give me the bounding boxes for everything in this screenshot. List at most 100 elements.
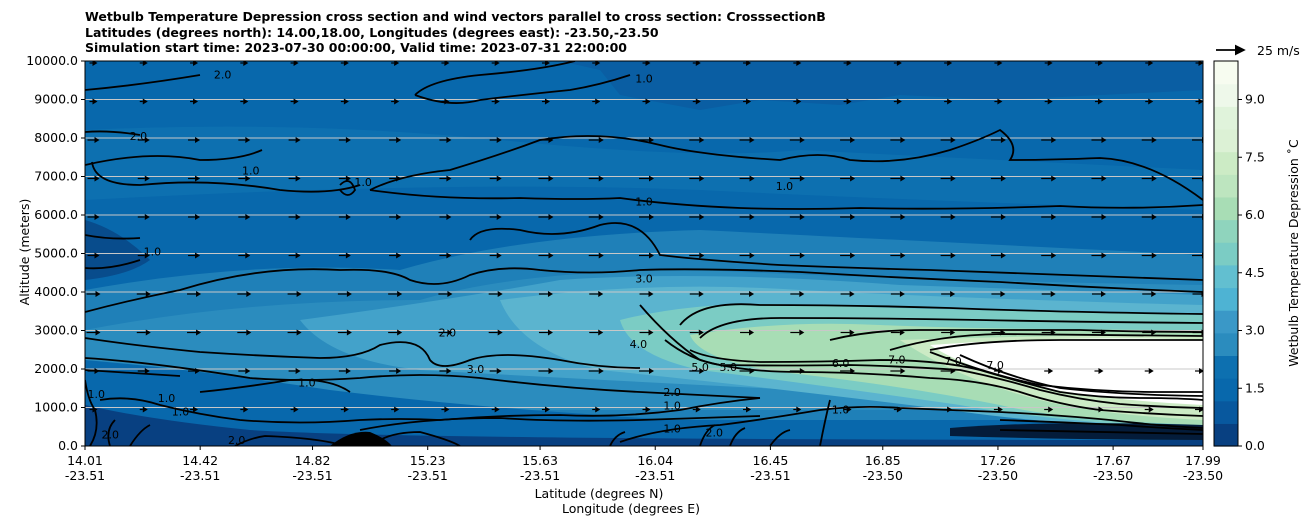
wind-vector-head — [1101, 214, 1107, 220]
x-tick-label-lon: -23.51 — [408, 468, 448, 483]
wind-vector-head — [598, 214, 604, 220]
wind-vector-head — [1199, 368, 1203, 374]
wind-vector-head — [950, 291, 956, 297]
wind-vector-head — [699, 252, 705, 259]
wind-vector-head — [293, 406, 299, 413]
wind-vector-head — [746, 98, 752, 105]
wind-vector-head — [245, 137, 251, 143]
wind-vector-head — [1050, 291, 1056, 297]
wind-vector-head — [193, 61, 199, 66]
x-tick-label-lat: 17.26 — [980, 453, 1016, 468]
contour-label: 3.0 — [635, 272, 653, 285]
wind-vector-head — [343, 98, 349, 105]
wind-vector-head — [92, 98, 98, 105]
wind-vector-head — [649, 137, 654, 143]
wind-vector-head — [295, 137, 301, 143]
colorbar: 0.0 1.5 3.0 4.5 6.0 7.5 9.0 — [1213, 60, 1265, 453]
wind-vector-head — [799, 214, 805, 220]
wind-vector-head — [799, 291, 805, 297]
wind-vector-head — [850, 252, 856, 259]
wind-vector-head — [598, 175, 604, 182]
wind-vector-head — [1201, 291, 1203, 297]
wind-vector-head — [950, 214, 956, 220]
wind-vector-head — [900, 175, 906, 182]
x-tick-label-lat: 17.67 — [1095, 453, 1131, 468]
wind-vector-head — [396, 368, 402, 374]
wind-vector-head — [749, 252, 755, 259]
x-axis-label-line1: Latitude (degrees N) — [535, 486, 664, 501]
wind-vector-head — [92, 61, 98, 66]
y-tick-label: 8000.0 — [34, 130, 78, 145]
contour-label: 1.0 — [242, 165, 260, 178]
wind-vector-head — [444, 61, 450, 66]
wind-vector-head — [645, 61, 651, 66]
colorbar-band — [1214, 400, 1238, 424]
wind-vector-head — [900, 368, 906, 374]
wind-vector-head — [950, 329, 956, 336]
wind-vector-head — [496, 214, 502, 220]
colorbar-tick-label: 6.0 — [1245, 207, 1265, 222]
colorbar-band — [1214, 287, 1238, 311]
wind-vector-head — [246, 329, 252, 336]
quiver-key-label: 25 m/s — [1257, 43, 1300, 58]
wind-vector-head — [145, 291, 151, 297]
contour-label: 2.0 — [439, 326, 457, 339]
wind-vector-head — [196, 329, 202, 336]
contour-label: 1.0 — [663, 400, 681, 413]
colorbar-band — [1214, 106, 1238, 130]
wind-vector-head — [345, 137, 351, 143]
wind-vector-head — [94, 175, 100, 182]
wind-vector-head — [749, 368, 755, 374]
wind-vector-head — [1000, 137, 1006, 143]
wind-vector-head — [896, 406, 902, 413]
wind-vector-head — [1000, 214, 1006, 220]
y-tick-label: 9000.0 — [34, 92, 78, 107]
wind-vector-head — [293, 61, 299, 66]
wind-vector-head — [1148, 98, 1154, 105]
wind-vector-head — [947, 61, 953, 66]
wind-vector-head — [144, 214, 150, 220]
wind-vector-head — [494, 61, 500, 66]
wind-vector-head — [346, 291, 352, 297]
x-axis-label-line2: Longitude (degrees E) — [562, 501, 700, 516]
wind-vector-head — [544, 406, 550, 413]
x-tick-label-lon: -23.51 — [520, 468, 560, 483]
contour-label: 1.0 — [663, 423, 681, 436]
wind-vector-head — [548, 214, 554, 220]
y-tick-label: 6000.0 — [34, 207, 78, 222]
wind-vector-head — [746, 61, 752, 66]
contour-label: 6.0 — [832, 357, 850, 370]
colorbar-band — [1214, 196, 1238, 221]
wind-vector-head — [296, 291, 302, 297]
wind-vector-head — [900, 137, 906, 143]
wind-vector-head — [497, 329, 503, 336]
contour-label: 1.0 — [354, 176, 372, 189]
wind-vector-head — [1101, 252, 1107, 259]
colorbar-band — [1214, 423, 1238, 447]
y-tick-label: 10000.0 — [26, 53, 78, 68]
wind-vector-head — [245, 368, 251, 374]
wind-vector-head — [849, 329, 855, 336]
wind-vector-head — [1097, 98, 1103, 105]
wind-vector-head — [649, 175, 654, 182]
wind-vectors — [86, 61, 1203, 413]
x-axis-ticks: 14.01-23.5114.42-23.5114.82-23.5115.23-2… — [65, 446, 1223, 483]
x-tick-label-lon: -23.50 — [1093, 468, 1133, 483]
contour-label: 2.0 — [130, 130, 148, 143]
wind-vector-head — [144, 137, 150, 143]
wind-vector-head — [850, 214, 856, 220]
colorbar-label: Wetbulb Temperature Depression ˚C — [1286, 139, 1301, 367]
wind-vector-head — [699, 214, 705, 220]
wind-vector-head — [1148, 406, 1154, 413]
wind-vector-head — [243, 61, 249, 66]
wind-vector-head — [1048, 406, 1054, 413]
x-tick-label-lat: 16.04 — [637, 453, 673, 468]
y-tick-label: 3000.0 — [34, 323, 78, 338]
wind-vector-head — [1000, 329, 1006, 336]
wind-vector-head — [195, 137, 201, 143]
wind-vector-head — [595, 61, 601, 66]
wind-vector-head — [1148, 61, 1154, 66]
wind-vector-head — [648, 291, 654, 297]
colorbar-band — [1214, 242, 1238, 266]
wind-vector-head — [896, 61, 902, 66]
